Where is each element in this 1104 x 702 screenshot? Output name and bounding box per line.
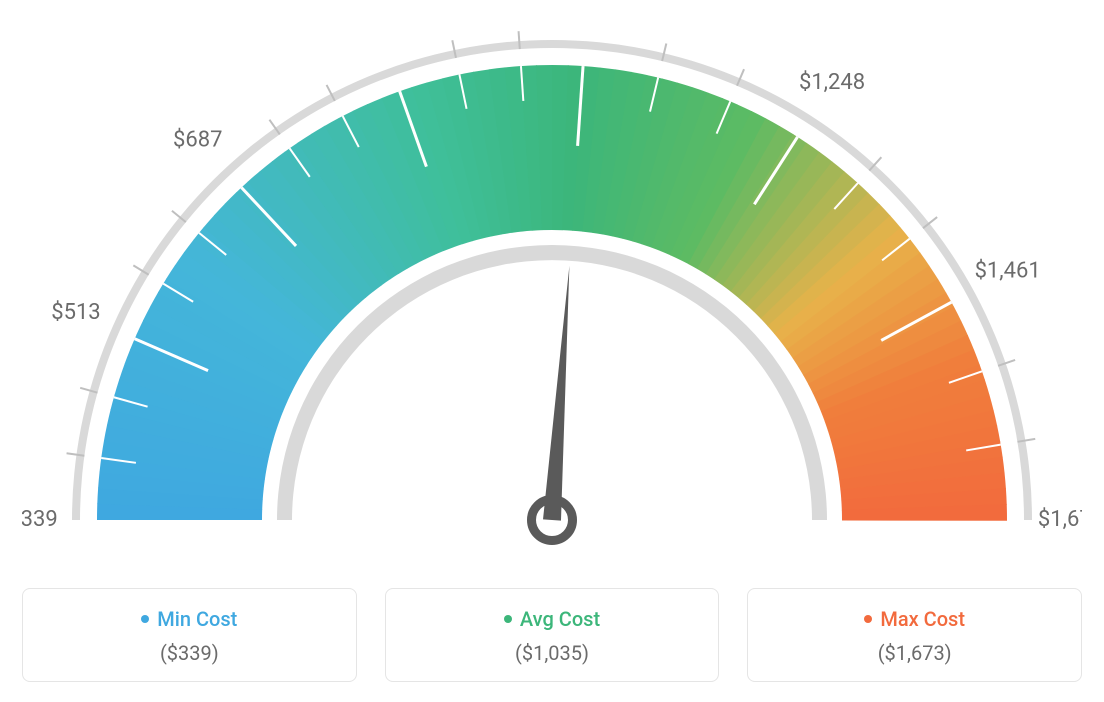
legend-value-min: ($339) — [35, 641, 344, 665]
svg-text:$1,461: $1,461 — [975, 258, 1041, 283]
svg-text:$687: $687 — [173, 128, 222, 153]
legend-dot-avg — [504, 615, 512, 623]
svg-text:$339: $339 — [22, 507, 58, 532]
legend-card-max: Max Cost ($1,673) — [747, 588, 1082, 682]
legend-label-avg: Avg Cost — [520, 607, 600, 631]
legend-dot-max — [864, 615, 872, 623]
legend-label-max: Max Cost — [880, 607, 965, 631]
legend-card-min: Min Cost ($339) — [22, 588, 357, 682]
legend-row: Min Cost ($339) Avg Cost ($1,035) Max Co… — [22, 588, 1082, 682]
svg-text:$1,248: $1,248 — [799, 70, 865, 95]
svg-text:$1,673: $1,673 — [1038, 507, 1082, 532]
legend-value-max: ($1,673) — [760, 641, 1069, 665]
gauge-svg: $339$513$687$1,035$1,248$1,461$1,673 — [22, 20, 1082, 580]
legend-title-min: Min Cost — [141, 607, 237, 631]
legend-label-min: Min Cost — [157, 607, 237, 631]
legend-title-max: Max Cost — [864, 607, 965, 631]
cost-gauge: $339$513$687$1,035$1,248$1,461$1,673 — [22, 20, 1082, 580]
legend-card-avg: Avg Cost ($1,035) — [385, 588, 720, 682]
legend-dot-min — [141, 615, 149, 623]
legend-value-avg: ($1,035) — [398, 641, 707, 665]
svg-text:$513: $513 — [51, 300, 100, 325]
legend-title-avg: Avg Cost — [504, 607, 600, 631]
